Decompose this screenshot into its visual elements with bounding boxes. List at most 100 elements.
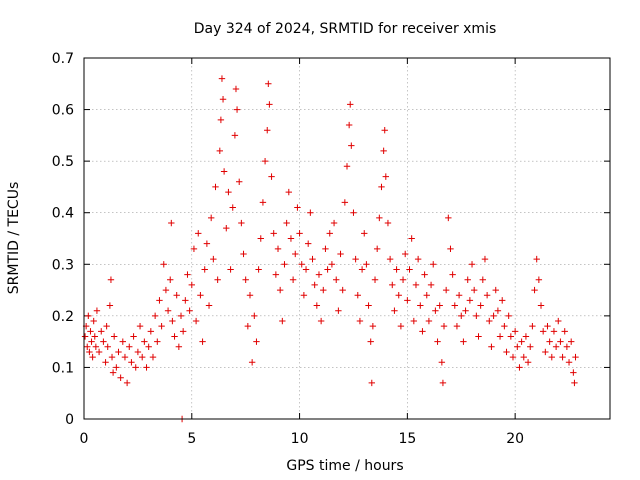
plot-frame <box>83 57 611 420</box>
data-point <box>430 261 437 268</box>
data-point <box>261 157 269 165</box>
data-point <box>496 333 504 340</box>
data-point <box>268 173 275 180</box>
data-point <box>324 266 331 273</box>
data-point <box>88 338 95 345</box>
data-point <box>384 219 392 227</box>
data-point <box>117 374 124 381</box>
data-point <box>217 116 225 124</box>
data-point <box>371 276 379 283</box>
data-point <box>368 379 375 387</box>
data-point <box>212 183 219 191</box>
data-point <box>408 235 415 242</box>
data-point <box>300 292 308 299</box>
data-point <box>119 338 127 345</box>
data-point <box>427 281 435 289</box>
data-point <box>173 292 180 299</box>
data-point <box>219 96 227 103</box>
data-point <box>565 359 573 366</box>
data-point <box>232 85 240 93</box>
data-point <box>186 307 193 314</box>
data-point <box>197 292 204 299</box>
data-point <box>302 266 310 273</box>
data-point <box>563 343 571 350</box>
data-point <box>107 276 115 283</box>
data-point <box>109 369 117 376</box>
y-tick-label: 0.3 <box>52 257 74 273</box>
data-point <box>158 322 165 330</box>
data-point <box>110 333 118 340</box>
data-point <box>345 121 353 129</box>
data-point <box>214 276 221 283</box>
data-point <box>192 317 200 325</box>
data-point <box>240 250 247 258</box>
data-point <box>514 343 521 350</box>
data-point <box>201 266 208 273</box>
data-point <box>567 338 575 345</box>
data-point <box>494 307 502 314</box>
data-point <box>499 297 506 304</box>
data-point <box>90 317 97 325</box>
data-point <box>216 147 224 155</box>
data-point <box>391 307 398 314</box>
data-point <box>102 359 109 366</box>
data-point <box>307 209 314 216</box>
data-point <box>544 322 551 330</box>
data-point <box>272 271 280 278</box>
data-point <box>358 266 366 273</box>
data-point <box>486 317 493 325</box>
data-point <box>356 317 364 325</box>
data-point <box>529 322 536 330</box>
data-point <box>274 245 282 253</box>
data-point <box>348 142 355 149</box>
data-point <box>326 230 333 237</box>
data-point <box>126 343 133 350</box>
data-point <box>542 348 549 356</box>
data-point <box>87 328 94 335</box>
data-point <box>95 348 103 356</box>
data-point <box>255 266 262 273</box>
data-point <box>156 297 163 304</box>
data-point <box>283 219 290 227</box>
data-point <box>438 359 446 366</box>
x-axis-label: GPS time / hours <box>286 458 403 474</box>
data-point <box>393 266 400 273</box>
data-point <box>352 255 359 263</box>
data-point <box>145 343 152 350</box>
data-point <box>333 276 340 283</box>
data-point <box>320 286 327 294</box>
data-point <box>373 245 381 253</box>
data-point <box>501 322 508 330</box>
data-point <box>520 353 527 361</box>
y-tick-label: 0 <box>65 412 74 428</box>
data-point <box>134 348 142 356</box>
data-point <box>188 281 195 289</box>
data-point <box>238 219 245 227</box>
data-point <box>552 343 560 350</box>
data-point <box>339 286 346 294</box>
data-point <box>518 338 525 345</box>
data-point <box>559 353 566 361</box>
data-point <box>335 307 342 314</box>
data-point <box>195 230 202 237</box>
data-point <box>410 317 418 325</box>
data-point <box>386 255 394 263</box>
data-point <box>404 297 411 304</box>
data-point <box>259 199 267 206</box>
data-point <box>537 302 545 309</box>
data-point <box>104 343 111 350</box>
data-point <box>168 219 175 227</box>
data-point <box>322 245 329 253</box>
data-point <box>570 369 577 376</box>
data-point <box>115 348 122 356</box>
data-point <box>139 353 146 361</box>
data-point <box>511 328 519 335</box>
data-point <box>376 214 383 222</box>
data-point <box>93 307 101 314</box>
data-point <box>505 312 512 320</box>
data-point <box>337 250 344 258</box>
data-point <box>136 322 144 330</box>
data-point <box>251 312 258 320</box>
data-point <box>167 276 174 283</box>
data-point <box>539 328 547 335</box>
